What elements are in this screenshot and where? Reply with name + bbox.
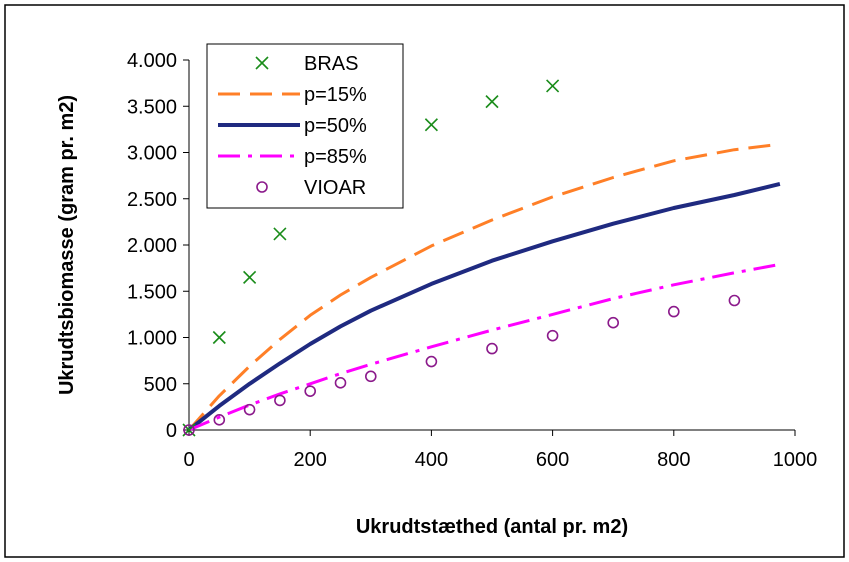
- y-tick-label: 2.000: [127, 235, 177, 257]
- series-vioar-point: [304, 385, 317, 397]
- legend-bras-label: BRAS: [304, 53, 358, 75]
- series-bras-point: [485, 95, 499, 109]
- x-axis-label: Ukrudtstæthed (antal pr. m2): [356, 516, 628, 538]
- plot-series: [182, 79, 781, 437]
- series-vioar-point: [274, 394, 286, 407]
- y-tick-label: 500: [144, 374, 177, 396]
- series-vioar-point: [183, 424, 195, 436]
- y-tick-label: 4.000: [127, 50, 177, 72]
- legend-vioar-label: VIOAR: [304, 177, 366, 199]
- series-vioar-point: [486, 342, 498, 355]
- x-ticks: 0 200 400 600 800 1000: [183, 430, 817, 471]
- x-tick-label: 0: [183, 449, 194, 471]
- legend-bras-swatch-point: [255, 56, 269, 70]
- y-tick-label: 2.500: [127, 189, 177, 211]
- series-bras-point: [212, 330, 226, 345]
- legend-vioar: VIOAR: [256, 177, 366, 199]
- y-tick-label: 3.500: [127, 96, 177, 118]
- series-vioar-point: [425, 355, 438, 368]
- y-tick-label: 0: [166, 420, 177, 442]
- legend-p-85: p=85%: [218, 146, 367, 168]
- x-tick-label: 600: [536, 449, 569, 471]
- legend-p-15-label: p=15%: [304, 84, 367, 106]
- series-vioar-points: [183, 294, 741, 436]
- series-vioar-point: [607, 316, 620, 329]
- series-vioar-point: [364, 370, 377, 383]
- legend-p-50-label: p=50%: [304, 115, 367, 137]
- legend-p-85-label: p=85%: [304, 146, 367, 168]
- y-axis-label: Ukrudtsbiomasse (gram pr. m2): [56, 95, 78, 395]
- series-bras-point: [243, 270, 257, 284]
- chart-border: [4, 4, 845, 558]
- x-tick-label: 800: [657, 449, 690, 471]
- series-p-15-line: [187, 142, 781, 431]
- y-ticks: 0 500 1.000 1.500 2.000 2.500 3.000 3.500 4.000: [127, 50, 189, 442]
- y-tick-label: 3.000: [127, 143, 177, 165]
- series-vioar-point: [667, 305, 680, 318]
- legend-p-15: p=15%: [218, 84, 367, 106]
- series-bras-point: [273, 227, 287, 241]
- legend: BRAS p=15% p=50% p=85% VIOAR: [206, 43, 404, 209]
- y-tick-label: 1.000: [127, 328, 177, 350]
- legend-vioar-swatch-point: [256, 181, 268, 193]
- series-vioar-point: [243, 403, 256, 416]
- series-bras-point: [424, 118, 438, 132]
- series-vioar-point: [334, 377, 347, 389]
- legend-p-50: p=50%: [218, 115, 367, 137]
- x-tick-label: 400: [415, 449, 448, 471]
- series-p-85-line: [188, 262, 781, 432]
- series-vioar-point: [546, 329, 559, 342]
- legend-bras: BRAS: [255, 53, 358, 75]
- series-vioar-point: [728, 294, 741, 307]
- y-tick-label: 1.500: [127, 281, 177, 303]
- x-tick-label: 1000: [773, 449, 818, 471]
- series-vioar-point: [213, 414, 226, 426]
- x-tick-label: 200: [294, 449, 327, 471]
- series-bras-point: [546, 79, 560, 93]
- series-p-50-line: [187, 181, 781, 432]
